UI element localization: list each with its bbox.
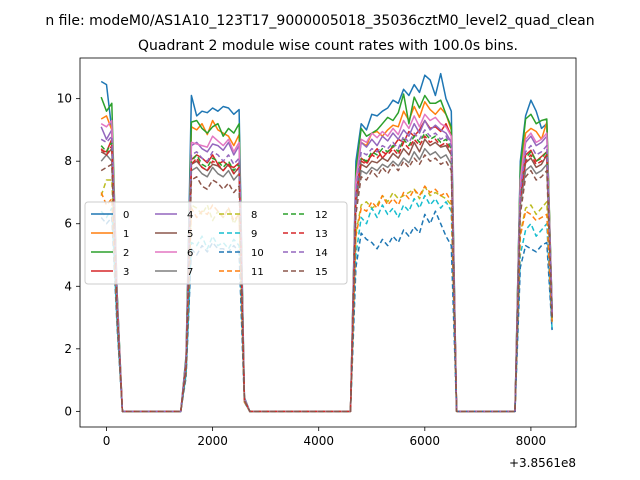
- legend-label-12: 12: [315, 210, 328, 221]
- legend-label-6: 6: [187, 248, 193, 259]
- series-line-13: [100, 135, 553, 413]
- x-offset-label: +3.8561e8: [509, 456, 576, 470]
- y-tick-label: 6: [64, 217, 72, 231]
- legend-label-3: 3: [123, 267, 129, 278]
- legend-label-7: 7: [187, 267, 193, 278]
- y-tick-label: 10: [57, 92, 72, 106]
- legend-label-15: 15: [315, 267, 328, 278]
- y-tick-label: 2: [64, 342, 72, 356]
- legend-label-0: 0: [123, 210, 129, 221]
- x-tick-label: 6000: [410, 434, 441, 448]
- x-tick-label: 2000: [197, 434, 228, 448]
- legend-label-1: 1: [123, 229, 129, 240]
- y-tick-label: 8: [64, 154, 72, 168]
- legend-label-2: 2: [123, 248, 129, 259]
- y-tick-label: 0: [64, 404, 72, 418]
- legend-label-13: 13: [315, 229, 328, 240]
- legend-label-5: 5: [187, 229, 193, 240]
- x-tick-label: 8000: [516, 434, 547, 448]
- chart-title: Quadrant 2 module wise count rates with …: [138, 38, 518, 54]
- series-line-14: [100, 129, 553, 413]
- y-axis: 0 2 4 6 8 10: [57, 92, 80, 418]
- legend-label-10: 10: [251, 248, 264, 259]
- legend-box: [84, 201, 348, 285]
- x-tick-label: 4000: [303, 434, 334, 448]
- x-axis: 0 2000 4000 6000 8000: [103, 427, 546, 448]
- x-tick-label: 0: [103, 434, 111, 448]
- series-line-12: [100, 132, 553, 413]
- legend-label-14: 14: [315, 248, 328, 259]
- legend-label-8: 8: [251, 210, 257, 221]
- plot-frame: [79, 57, 577, 428]
- legend-label-4: 4: [187, 210, 193, 221]
- figure-suptitle: n file: modeM0/AS1A10_123T17_9000005018_…: [45, 13, 594, 29]
- series-line-10: [100, 210, 553, 413]
- series-line-15: [100, 154, 553, 413]
- y-tick-label: 4: [64, 279, 72, 293]
- legend-label-11: 11: [251, 267, 264, 278]
- legend-label-9: 9: [251, 229, 257, 240]
